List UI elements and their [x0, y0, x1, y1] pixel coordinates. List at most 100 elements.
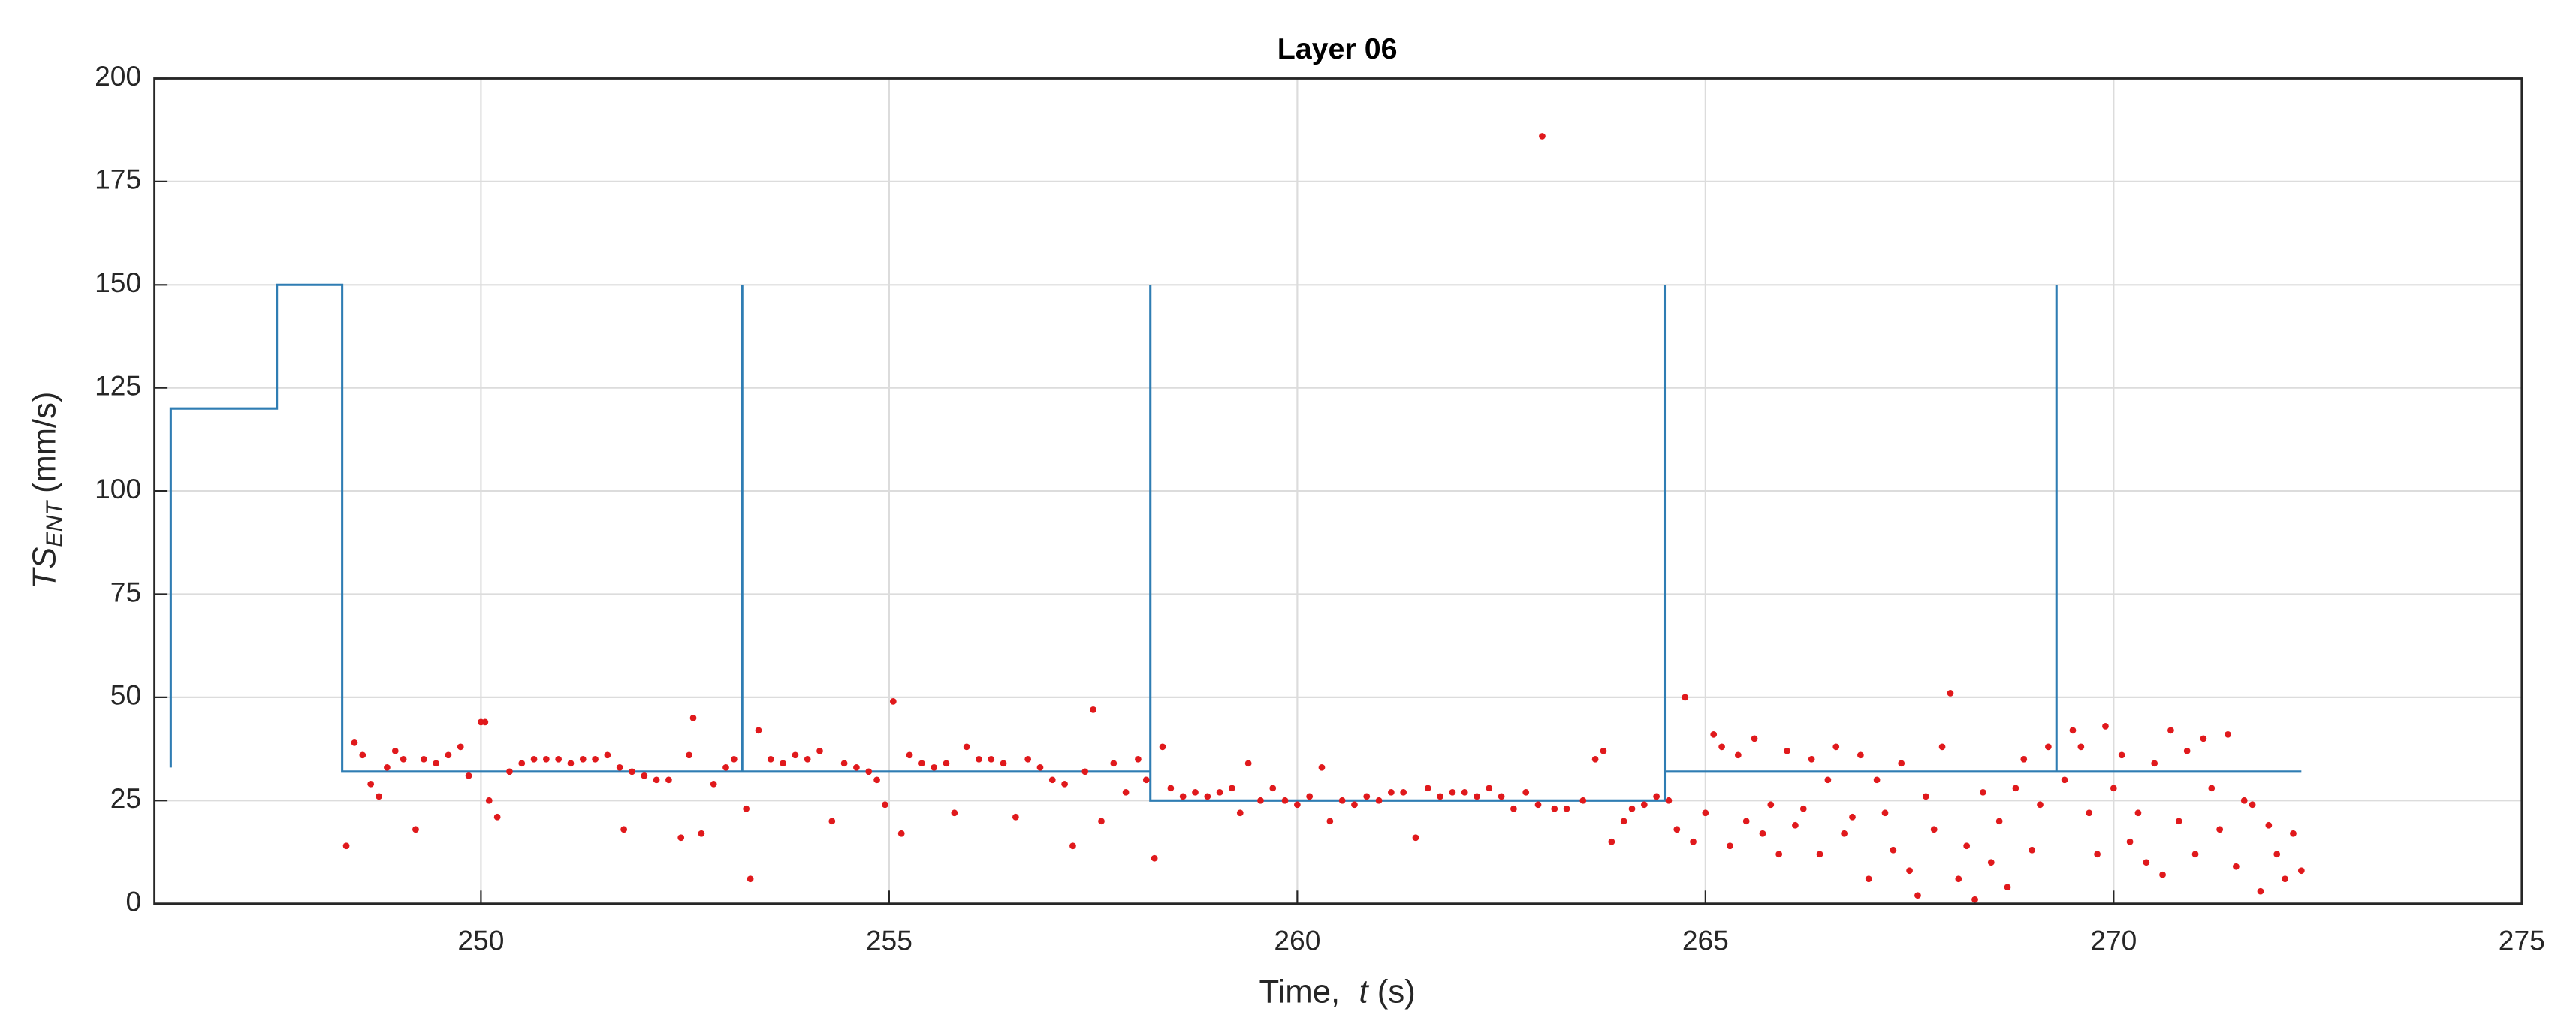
- data-point: [2118, 751, 2125, 759]
- data-point: [1179, 793, 1187, 800]
- data-point: [1424, 785, 1431, 792]
- data-point: [1351, 801, 1358, 809]
- x-label-unit: (s): [1377, 973, 1416, 1010]
- data-point: [2151, 760, 2158, 767]
- data-point: [665, 776, 672, 784]
- data-point: [1775, 851, 1783, 858]
- data-point: [1799, 805, 1807, 812]
- data-point: [1048, 776, 1056, 784]
- y-label-subscript: ENT: [41, 500, 67, 547]
- data-point: [1824, 776, 1832, 784]
- data-point: [1449, 788, 1456, 796]
- data-point: [1159, 743, 1166, 751]
- data-point: [1930, 826, 1938, 833]
- data-point: [2265, 821, 2273, 829]
- data-point: [816, 747, 823, 754]
- data-point: [616, 763, 623, 771]
- data-point: [2069, 727, 2077, 734]
- data-point: [1767, 801, 1775, 809]
- data-point: [943, 760, 950, 767]
- data-point: [804, 755, 811, 763]
- data-point: [351, 739, 358, 746]
- data-point: [853, 763, 860, 771]
- data-point: [1947, 690, 1954, 697]
- data-point: [481, 718, 489, 726]
- x-tick-label: 250: [457, 925, 504, 956]
- data-point: [2077, 743, 2085, 751]
- data-point: [1257, 797, 1264, 804]
- data-point: [391, 747, 399, 754]
- data-point: [2086, 809, 2093, 817]
- data-point: [988, 755, 995, 763]
- data-point: [567, 760, 575, 767]
- data-point: [604, 751, 611, 759]
- data-point: [485, 797, 493, 804]
- data-point: [1539, 133, 1546, 140]
- y-tick-label: 175: [95, 164, 141, 195]
- data-point: [1142, 776, 1150, 784]
- data-point: [1841, 830, 1848, 837]
- y-tick-label: 100: [95, 473, 141, 504]
- data-point: [1690, 838, 1697, 845]
- y-tick-label: 0: [125, 886, 141, 917]
- data-point: [493, 813, 501, 821]
- data-point: [2200, 735, 2207, 742]
- data-point: [1510, 805, 1517, 812]
- data-point: [689, 715, 697, 721]
- data-point: [1281, 797, 1289, 804]
- data-point: [1640, 801, 1648, 809]
- data-point: [342, 842, 350, 850]
- data-point: [710, 780, 717, 788]
- data-point: [730, 755, 738, 763]
- data-point: [1608, 838, 1615, 845]
- data-point: [1971, 896, 1978, 903]
- data-point: [1751, 735, 1758, 742]
- data-point: [629, 768, 635, 775]
- data-point: [906, 751, 913, 759]
- data-point: [828, 818, 836, 825]
- data-point: [889, 698, 897, 705]
- data-point: [1363, 793, 1371, 800]
- data-point: [1718, 743, 1725, 751]
- data-point: [1293, 801, 1301, 809]
- data-point: [2249, 801, 2256, 809]
- data-point: [1579, 797, 1587, 804]
- data-point: [2045, 743, 2052, 751]
- data-point: [1036, 763, 1044, 771]
- data-point: [686, 751, 692, 759]
- data-point: [2061, 776, 2068, 784]
- data-point: [2175, 818, 2182, 825]
- step-line: [169, 283, 2302, 802]
- data-point: [1873, 776, 1881, 784]
- data-point: [1135, 755, 1142, 763]
- data-point: [2126, 838, 2134, 845]
- data-point: [755, 727, 762, 734]
- data-point: [1061, 780, 1068, 788]
- data-point: [1653, 793, 1661, 800]
- tick-labels: 0 25 50 75 100 125 150 175 200 250 255 260 265 270 275: [95, 60, 2545, 956]
- data-point: [2297, 867, 2305, 875]
- y-label-unit: (mm/s): [26, 392, 62, 493]
- x-tick-label: 275: [2499, 925, 2545, 956]
- data-point: [1229, 785, 1235, 792]
- data-point: [1375, 797, 1383, 804]
- data-point: [1665, 797, 1673, 804]
- data-point: [2273, 851, 2281, 858]
- data-point: [918, 760, 925, 767]
- data-point: [2167, 727, 2174, 734]
- data-point: [1673, 826, 1681, 833]
- data-point: [1498, 793, 1505, 800]
- data-point: [1551, 805, 1558, 812]
- data-point: [1090, 706, 1097, 713]
- data-point: [457, 743, 464, 751]
- data-point: [2290, 830, 2297, 837]
- data-point: [1727, 842, 1733, 850]
- data-point: [1620, 818, 1627, 825]
- data-point: [1980, 788, 1986, 796]
- data-point: [1474, 793, 1480, 800]
- x-tick-label: 260: [1274, 925, 1320, 956]
- data-point: [2134, 809, 2142, 817]
- data-point: [840, 760, 848, 767]
- data-point: [1236, 809, 1244, 817]
